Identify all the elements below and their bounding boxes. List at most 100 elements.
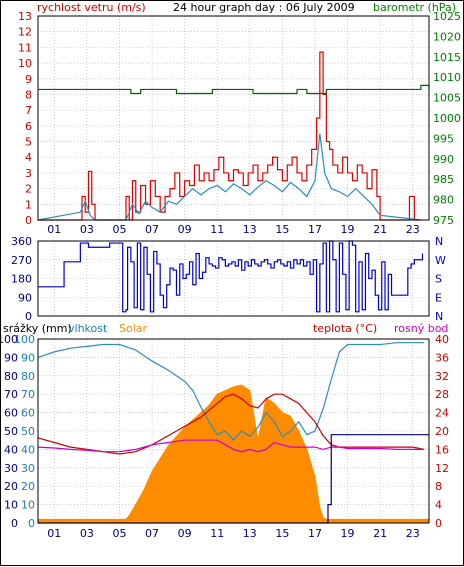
y-tick-label-left: 270 (11, 254, 32, 267)
x-tick-label: 03 (80, 527, 94, 540)
plot-border (37, 338, 430, 524)
series-temperature (37, 393, 425, 455)
precip-tick-label: 20 (4, 480, 18, 493)
series-solar (37, 384, 430, 524)
x-tick-label: 19 (341, 223, 355, 236)
temperature-tick-label: 28 (435, 388, 449, 401)
series-humidity (37, 342, 425, 442)
y-tick-label-left: 8 (25, 88, 32, 101)
y-tick-label-left: 6 (25, 120, 32, 133)
y-tick-label-left: 1 (25, 198, 32, 211)
y-tick-label-left: 4 (25, 151, 32, 164)
y-tick-label-left: 90 (18, 291, 32, 304)
precip-tick-label: 50 (4, 425, 18, 438)
series-wind_gust (38, 51, 421, 221)
x-tick-label: 15 (275, 223, 289, 236)
y-tick-label-right: 1005 (433, 92, 461, 105)
temperature-tick-label: 16 (435, 443, 449, 456)
y-tick-label-right: 995 (433, 132, 454, 145)
compass-label: E (435, 291, 442, 304)
y-tick-label-right: 985 (433, 173, 454, 186)
plot-border (37, 240, 430, 317)
y-tick-label-left: 7 (25, 104, 32, 117)
pressure-axis-title: barometr (hPa) (373, 1, 456, 14)
x-tick-label: 17 (308, 223, 322, 236)
y-tick-label-right: 975 (433, 214, 454, 227)
x-tick-label: 01 (47, 527, 61, 540)
x-tick-label: 09 (178, 223, 192, 236)
temperature-tick-label: 32 (435, 370, 449, 383)
plot-border (37, 15, 430, 221)
y-tick-label-left: 11 (18, 41, 32, 54)
series-pressure (38, 84, 430, 95)
precip-tick-label: 80 (4, 370, 18, 383)
series-wind_avg (37, 133, 421, 221)
y-tick-label-left: 12 (18, 26, 32, 39)
y-tick-label-right: 1000 (433, 112, 461, 125)
x-tick-label: 15 (275, 527, 289, 540)
y-tick-label-right: 980 (433, 194, 454, 207)
y-tick-label-right: 1020 (433, 30, 461, 43)
x-tick-label: 13 (243, 223, 257, 236)
humidity-tick-label: 70 (21, 388, 35, 401)
temperature-tick-label: 12 (435, 462, 449, 475)
x-tick-label: 05 (112, 527, 126, 540)
y-tick-label-left: 10 (18, 57, 32, 70)
series-wind_direction (38, 240, 424, 313)
precip-tick-label: 100 (1, 333, 18, 346)
wind-pressure-panel: 0123456789101112139759809859909951000100… (18, 10, 461, 236)
humidity-tick-label: 90 (21, 351, 35, 364)
humidity-tick-label: 30 (21, 462, 35, 475)
temperature-tick-label: 24 (435, 407, 449, 420)
x-tick-label: 23 (406, 223, 420, 236)
series-dewpoint (37, 439, 425, 453)
x-tick-label: 21 (373, 223, 387, 236)
precip-axis-title: srážky (mm) (3, 322, 72, 335)
precip-tick-label: 60 (4, 407, 18, 420)
compass-label: S (435, 273, 442, 286)
y-tick-label-left: 13 (18, 10, 32, 23)
precip-tick-label: 30 (4, 462, 18, 475)
temperature-axis-title: teplota (°C) (313, 322, 377, 335)
humidity-tick-label: 10 (21, 499, 35, 512)
temperature-tick-label: 40 (435, 333, 449, 346)
wind-direction-panel: 0 N 90 E 180 S 270 W 360 N (11, 235, 446, 323)
x-tick-label: 07 (145, 223, 159, 236)
humidity-tick-label: 20 (21, 480, 35, 493)
humidity-tick-label: 60 (21, 407, 35, 420)
y-tick-label-left: 180 (11, 273, 32, 286)
precip-tick-label: 10 (4, 499, 18, 512)
temperature-tick-label: 20 (435, 425, 449, 438)
y-tick-label-left: 5 (25, 136, 32, 149)
x-tick-label: 23 (406, 527, 420, 540)
precip-tick-label: 90 (4, 351, 18, 364)
dewpoint-axis-title: rosný bod (394, 322, 448, 335)
y-tick-label-right: 1015 (433, 51, 461, 64)
precip-tick-label: 70 (4, 388, 18, 401)
temperature-tick-label: 36 (435, 351, 449, 364)
compass-label: N (435, 235, 443, 248)
y-tick-label-left: 0 (25, 214, 32, 227)
temperature-tick-label: 4 (435, 499, 442, 512)
temperature-tick-label: 8 (435, 480, 442, 493)
x-tick-label: 17 (308, 527, 322, 540)
x-tick-label: 05 (112, 223, 126, 236)
x-tick-label: 21 (373, 527, 387, 540)
humidity-tick-label: 0 (28, 517, 35, 530)
solar-axis-title: Solar (119, 322, 148, 335)
x-tick-label: 03 (80, 223, 94, 236)
temperature-tick-label: 0 (435, 517, 442, 530)
precip-tick-label: 0 (11, 517, 18, 530)
compass-label: N (435, 310, 443, 323)
x-tick-label: 01 (47, 223, 61, 236)
x-tick-label: 11 (210, 527, 224, 540)
y-tick-label-right: 1010 (433, 71, 461, 84)
x-tick-label: 19 (341, 527, 355, 540)
humidity-tick-label: 100 (14, 333, 35, 346)
humidity-tick-label: 50 (21, 425, 35, 438)
x-tick-label: 13 (243, 527, 257, 540)
precip-tick-label: 40 (4, 443, 18, 456)
humidity-tick-label: 80 (21, 370, 35, 383)
